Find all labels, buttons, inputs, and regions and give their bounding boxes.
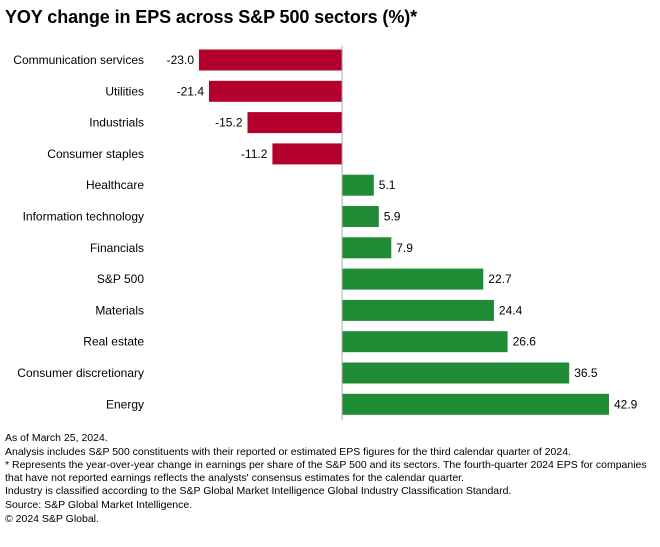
bar	[247, 112, 343, 134]
bar	[342, 299, 494, 321]
note-analysis: Analysis includes S&P 500 constituents w…	[5, 445, 571, 458]
data-label: 5.9	[384, 210, 401, 224]
data-label: 24.4	[499, 303, 523, 317]
note-date: As of March 25, 2024.	[5, 432, 108, 444]
category-label: Financials	[90, 241, 144, 255]
note-source: Source: S&P Global Market Intelligence.	[5, 499, 193, 512]
category-label: Communication services	[13, 53, 144, 67]
chart-title: YOY change in EPS across S&P 500 sectors…	[5, 7, 418, 27]
bar	[342, 174, 374, 196]
labels-layer: Communication services -23.0 Utilities -21.…	[13, 53, 637, 411]
category-label: Utilities	[105, 84, 144, 98]
bar	[342, 237, 392, 259]
bar	[342, 393, 609, 415]
bars-layer	[199, 49, 609, 415]
bar	[342, 268, 484, 290]
category-label: Energy	[106, 397, 144, 411]
data-label: 7.9	[396, 241, 413, 255]
category-label: Healthcare	[86, 178, 144, 192]
bar	[199, 49, 343, 71]
category-label: Consumer discretionary	[17, 366, 144, 380]
category-label: Real estate	[83, 335, 144, 349]
note-asterisk: * Represents the year-over-year change i…	[5, 459, 647, 484]
note-copyright: © 2024 S&P Global.	[5, 512, 99, 525]
data-label: -21.4	[177, 84, 205, 98]
chart-notes: As of March 25, 2024. Analysis includes …	[5, 432, 655, 526]
data-label: 42.9	[614, 397, 638, 411]
bar	[272, 143, 343, 165]
category-label: Consumer staples	[47, 147, 144, 161]
note-industry: Industry is classified according to the …	[5, 485, 512, 498]
data-label: 5.1	[379, 178, 396, 192]
bar	[342, 206, 379, 227]
category-label: Information technology	[23, 210, 144, 224]
data-label: -11.2	[241, 147, 268, 161]
data-label: -23.0	[167, 53, 195, 67]
category-label: Materials	[95, 303, 144, 317]
bar	[342, 331, 508, 353]
data-label: 26.6	[513, 335, 537, 349]
bar	[209, 80, 343, 102]
category-label: S&P 500	[97, 272, 144, 286]
bar-chart: Communication services -23.0 Utilities -21.…	[13, 46, 638, 420]
data-label: 22.7	[488, 272, 512, 286]
data-label: -15.2	[215, 116, 243, 130]
bar	[342, 362, 570, 384]
category-label: Industrials	[89, 116, 144, 130]
data-label: 36.5	[574, 366, 598, 380]
